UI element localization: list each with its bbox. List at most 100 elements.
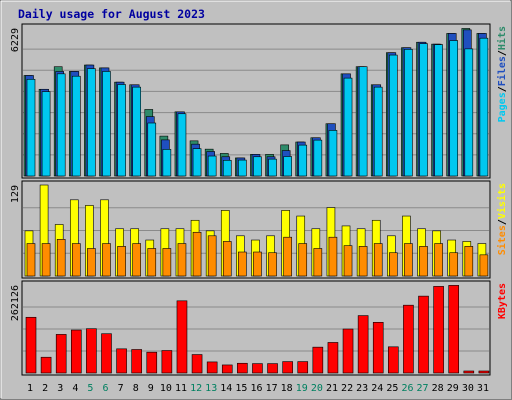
bar-kbytes-day-8 xyxy=(131,349,142,374)
bar-pages-day-14 xyxy=(222,160,232,177)
bar-pages-day-21 xyxy=(328,130,338,177)
bar-sites-day-21 xyxy=(328,236,338,277)
bar-kbytes-day-15 xyxy=(237,362,248,374)
bar-pages-day-25 xyxy=(389,54,398,177)
bar-kbytes-day-17 xyxy=(267,363,278,374)
bar-kbytes-day-21 xyxy=(327,342,339,374)
bar-sites-day-5 xyxy=(87,248,96,277)
x-tick-label-day-24: 24 xyxy=(371,383,383,394)
x-tick-label-day-16: 16 xyxy=(250,383,262,394)
bar-pages-day-12 xyxy=(192,148,202,177)
x-tick-label-day-10: 10 xyxy=(160,383,172,394)
bar-sites-day-17 xyxy=(268,252,277,277)
bar-sites-day-18 xyxy=(283,236,292,277)
legend-entry: Visits xyxy=(496,183,508,219)
x-tick-label-day-17: 17 xyxy=(266,383,278,394)
bar-kbytes-day-20 xyxy=(312,346,324,374)
bar-pages-day-9 xyxy=(147,122,157,177)
bar-sites-day-11 xyxy=(177,243,187,277)
x-tick-label-day-19: 19 xyxy=(296,383,308,394)
bar-kbytes-day-7 xyxy=(116,348,127,374)
bar-sites-day-12 xyxy=(192,231,202,277)
bar-kbytes-day-18 xyxy=(282,361,293,374)
bar-pages-day-4 xyxy=(71,75,81,177)
bar-pages-day-16 xyxy=(253,156,262,177)
bar-kbytes-day-25 xyxy=(388,346,399,374)
bar-pages-day-29 xyxy=(449,40,459,177)
bar-sites-day-2 xyxy=(41,243,51,277)
bar-pages-day-3 xyxy=(56,73,66,177)
bar-pages-day-30 xyxy=(464,48,474,177)
bar-sites-day-28 xyxy=(434,243,443,277)
legend-entry: / xyxy=(497,86,508,92)
bar-sites-day-26 xyxy=(404,243,413,277)
bar-sites-day-19 xyxy=(298,243,308,277)
legend-kbytes: KBytes xyxy=(497,283,508,319)
x-tick-label-day-3: 3 xyxy=(57,383,63,394)
bar-kbytes-day-3 xyxy=(55,334,67,374)
bar-kbytes-day-4 xyxy=(70,329,82,374)
x-tick-label-day-12: 12 xyxy=(190,383,202,394)
bar-kbytes-day-5 xyxy=(86,328,97,374)
x-tick-label-day-13: 13 xyxy=(205,383,217,394)
bar-pages-day-17 xyxy=(268,158,277,177)
bar-pages-day-7 xyxy=(117,84,126,177)
bar-kbytes-day-2 xyxy=(40,356,52,374)
x-tick-label-day-9: 9 xyxy=(148,383,154,394)
x-tick-label-day-5: 5 xyxy=(87,383,93,394)
bar-kbytes-day-9 xyxy=(146,351,158,374)
bar-kbytes-day-31 xyxy=(478,370,490,374)
bar-kbytes-day-24 xyxy=(372,322,384,374)
bar-pages-day-28 xyxy=(434,44,443,177)
x-tick-label-day-27: 27 xyxy=(417,383,429,394)
bar-kbytes-day-30 xyxy=(463,370,475,374)
bar-sites-day-31 xyxy=(479,254,489,277)
x-tick-label-day-15: 15 xyxy=(235,383,247,394)
bar-kbytes-day-14 xyxy=(221,364,233,374)
x-tick-label-day-20: 20 xyxy=(311,383,323,394)
bar-sites-day-22 xyxy=(343,245,353,277)
bar-kbytes-day-10 xyxy=(161,350,173,374)
bar-kbytes-day-23 xyxy=(357,315,369,374)
bar-pages-day-1 xyxy=(26,78,36,177)
bar-sites-day-24 xyxy=(373,243,383,277)
bar-sites-day-1 xyxy=(26,243,36,277)
bar-pages-day-19 xyxy=(298,144,308,177)
x-tick-label-day-21: 21 xyxy=(326,383,338,394)
chart-title: Daily usage for August 2023 xyxy=(18,7,205,21)
legend-entry: Pages xyxy=(497,92,508,122)
bar-kbytes-day-19 xyxy=(297,361,309,374)
bar-kbytes-day-6 xyxy=(101,333,112,374)
x-tick-label-day-30: 30 xyxy=(462,383,474,394)
bar-kbytes-day-12 xyxy=(191,354,203,374)
legend-visits-sites: Sites/Visits xyxy=(496,183,508,255)
bar-sites-day-20 xyxy=(313,248,323,277)
legend-entry: Files xyxy=(496,56,508,86)
bar-kbytes-day-16 xyxy=(252,363,263,374)
x-tick-label-day-4: 4 xyxy=(72,383,78,394)
bar-pages-day-10 xyxy=(162,149,172,177)
x-tick-label-day-28: 28 xyxy=(432,383,444,394)
bar-sites-day-6 xyxy=(102,243,111,277)
x-tick-label-day-26: 26 xyxy=(401,383,413,394)
bar-kbytes-day-1 xyxy=(25,316,37,374)
bar-sites-day-14 xyxy=(222,241,232,277)
x-tick-label-day-1: 1 xyxy=(27,383,33,394)
bar-kbytes-day-28 xyxy=(433,286,444,374)
bar-pages-day-15 xyxy=(238,159,247,177)
x-tick-label-day-14: 14 xyxy=(220,383,232,394)
x-tick-label-day-7: 7 xyxy=(118,383,124,394)
bar-pages-day-18 xyxy=(283,156,292,177)
x-tick-label-day-29: 29 xyxy=(447,383,459,394)
bar-pages-day-13 xyxy=(207,155,217,177)
bar-pages-day-2 xyxy=(41,91,51,177)
bar-sites-day-30 xyxy=(464,246,474,277)
y-max-label-kbytes: 262126 xyxy=(10,285,21,321)
bar-pages-day-24 xyxy=(373,86,383,177)
bar-pages-day-6 xyxy=(102,71,111,177)
bar-pages-day-22 xyxy=(343,77,353,177)
bar-sites-day-15 xyxy=(238,251,247,277)
legend-entry: KBytes xyxy=(497,283,508,319)
